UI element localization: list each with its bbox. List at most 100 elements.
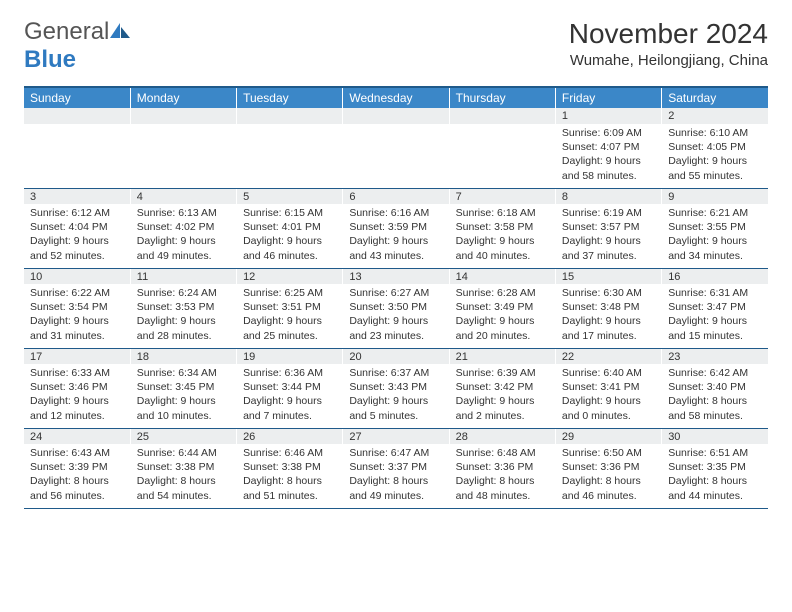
day-number: 26: [237, 428, 343, 444]
day-cell: Sunrise: 6:22 AMSunset: 3:54 PMDaylight:…: [24, 284, 130, 348]
daylight-text: Daylight: 9 hours and 20 minutes.: [456, 314, 549, 342]
day-header: Tuesday: [237, 88, 343, 108]
day-cell: Sunrise: 6:43 AMSunset: 3:39 PMDaylight:…: [24, 444, 130, 508]
day-number: 3: [24, 188, 130, 204]
day-cell: Sunrise: 6:37 AMSunset: 3:43 PMDaylight:…: [343, 364, 449, 428]
day-cell: Sunrise: 6:48 AMSunset: 3:36 PMDaylight:…: [449, 444, 555, 508]
day-number: 10: [24, 268, 130, 284]
sunrise-text: Sunrise: 6:16 AM: [349, 206, 442, 220]
sunrise-text: Sunrise: 6:39 AM: [456, 366, 549, 380]
day-header: Monday: [130, 88, 236, 108]
day-number: [449, 108, 555, 124]
day-number: 27: [343, 428, 449, 444]
daylight-text: Daylight: 9 hours and 12 minutes.: [30, 394, 124, 422]
sunrise-text: Sunrise: 6:44 AM: [137, 446, 230, 460]
day-cell: Sunrise: 6:36 AMSunset: 3:44 PMDaylight:…: [237, 364, 343, 428]
day-number: 13: [343, 268, 449, 284]
brand-logo: GeneralBlue: [24, 18, 131, 74]
day-number: 4: [130, 188, 236, 204]
sunset-text: Sunset: 3:57 PM: [562, 220, 655, 234]
day-number: 2: [662, 108, 768, 124]
daylight-text: Daylight: 9 hours and 43 minutes.: [349, 234, 442, 262]
sunrise-text: Sunrise: 6:28 AM: [456, 286, 549, 300]
sunset-text: Sunset: 3:51 PM: [243, 300, 336, 314]
day-number: [130, 108, 236, 124]
day-number: 11: [130, 268, 236, 284]
day-cell: Sunrise: 6:18 AMSunset: 3:58 PMDaylight:…: [449, 204, 555, 268]
day-cell: Sunrise: 6:25 AMSunset: 3:51 PMDaylight:…: [237, 284, 343, 348]
daylight-text: Daylight: 8 hours and 44 minutes.: [668, 474, 762, 502]
sunset-text: Sunset: 3:53 PM: [137, 300, 230, 314]
sunrise-text: Sunrise: 6:30 AM: [562, 286, 655, 300]
day-header-row: Sunday Monday Tuesday Wednesday Thursday…: [24, 88, 768, 108]
day-number: 12: [237, 268, 343, 284]
sunrise-text: Sunrise: 6:37 AM: [349, 366, 442, 380]
daylight-text: Daylight: 9 hours and 40 minutes.: [456, 234, 549, 262]
sunset-text: Sunset: 3:49 PM: [456, 300, 549, 314]
day-number: 8: [555, 188, 661, 204]
daynum-row: 3456789: [24, 188, 768, 204]
sunset-text: Sunset: 3:50 PM: [349, 300, 442, 314]
day-number: 5: [237, 188, 343, 204]
day-cell: Sunrise: 6:10 AMSunset: 4:05 PMDaylight:…: [662, 124, 768, 188]
day-cell: Sunrise: 6:50 AMSunset: 3:36 PMDaylight:…: [555, 444, 661, 508]
sunset-text: Sunset: 3:36 PM: [456, 460, 549, 474]
day-header: Wednesday: [343, 88, 449, 108]
day-cell: [130, 124, 236, 188]
sunset-text: Sunset: 3:40 PM: [668, 380, 762, 394]
daylight-text: Daylight: 9 hours and 7 minutes.: [243, 394, 336, 422]
sunset-text: Sunset: 3:42 PM: [456, 380, 549, 394]
day-header: Saturday: [662, 88, 768, 108]
daylight-text: Daylight: 9 hours and 34 minutes.: [668, 234, 762, 262]
daylight-text: Daylight: 8 hours and 58 minutes.: [668, 394, 762, 422]
sunset-text: Sunset: 4:05 PM: [668, 140, 762, 154]
daylight-text: Daylight: 9 hours and 37 minutes.: [562, 234, 655, 262]
content-row: Sunrise: 6:09 AMSunset: 4:07 PMDaylight:…: [24, 124, 768, 188]
sunset-text: Sunset: 4:04 PM: [30, 220, 124, 234]
daylight-text: Daylight: 9 hours and 55 minutes.: [668, 154, 762, 182]
sunset-text: Sunset: 3:43 PM: [349, 380, 442, 394]
daylight-text: Daylight: 8 hours and 56 minutes.: [30, 474, 124, 502]
sunset-text: Sunset: 3:54 PM: [30, 300, 124, 314]
sunset-text: Sunset: 3:46 PM: [30, 380, 124, 394]
calendar-table: Sunday Monday Tuesday Wednesday Thursday…: [24, 88, 768, 509]
day-number: 18: [130, 348, 236, 364]
daylight-text: Daylight: 9 hours and 25 minutes.: [243, 314, 336, 342]
day-cell: Sunrise: 6:30 AMSunset: 3:48 PMDaylight:…: [555, 284, 661, 348]
content-row: Sunrise: 6:12 AMSunset: 4:04 PMDaylight:…: [24, 204, 768, 268]
day-cell: Sunrise: 6:42 AMSunset: 3:40 PMDaylight:…: [662, 364, 768, 428]
day-cell: Sunrise: 6:40 AMSunset: 3:41 PMDaylight:…: [555, 364, 661, 428]
sunrise-text: Sunrise: 6:51 AM: [668, 446, 762, 460]
sunset-text: Sunset: 3:38 PM: [137, 460, 230, 474]
day-header: Sunday: [24, 88, 130, 108]
day-cell: Sunrise: 6:51 AMSunset: 3:35 PMDaylight:…: [662, 444, 768, 508]
sunrise-text: Sunrise: 6:34 AM: [137, 366, 230, 380]
sunrise-text: Sunrise: 6:21 AM: [668, 206, 762, 220]
day-number: [24, 108, 130, 124]
day-cell: [449, 124, 555, 188]
daylight-text: Daylight: 8 hours and 54 minutes.: [137, 474, 230, 502]
daylight-text: Daylight: 8 hours and 46 minutes.: [562, 474, 655, 502]
daynum-row: 24252627282930: [24, 428, 768, 444]
sunset-text: Sunset: 3:44 PM: [243, 380, 336, 394]
day-number: 28: [449, 428, 555, 444]
sunset-text: Sunset: 3:45 PM: [137, 380, 230, 394]
day-cell: Sunrise: 6:39 AMSunset: 3:42 PMDaylight:…: [449, 364, 555, 428]
sunrise-text: Sunrise: 6:43 AM: [30, 446, 124, 460]
daylight-text: Daylight: 9 hours and 17 minutes.: [562, 314, 655, 342]
daylight-text: Daylight: 9 hours and 49 minutes.: [137, 234, 230, 262]
location: Wumahe, Heilongjiang, China: [569, 52, 768, 69]
sunrise-text: Sunrise: 6:09 AM: [562, 126, 655, 140]
daylight-text: Daylight: 9 hours and 52 minutes.: [30, 234, 124, 262]
day-cell: Sunrise: 6:16 AMSunset: 3:59 PMDaylight:…: [343, 204, 449, 268]
sunset-text: Sunset: 3:38 PM: [243, 460, 336, 474]
day-number: 22: [555, 348, 661, 364]
sunrise-text: Sunrise: 6:25 AM: [243, 286, 336, 300]
daylight-text: Daylight: 9 hours and 10 minutes.: [137, 394, 230, 422]
day-number: 21: [449, 348, 555, 364]
sunrise-text: Sunrise: 6:42 AM: [668, 366, 762, 380]
sunset-text: Sunset: 3:58 PM: [456, 220, 549, 234]
content-row: Sunrise: 6:22 AMSunset: 3:54 PMDaylight:…: [24, 284, 768, 348]
day-cell: Sunrise: 6:27 AMSunset: 3:50 PMDaylight:…: [343, 284, 449, 348]
sunrise-text: Sunrise: 6:10 AM: [668, 126, 762, 140]
